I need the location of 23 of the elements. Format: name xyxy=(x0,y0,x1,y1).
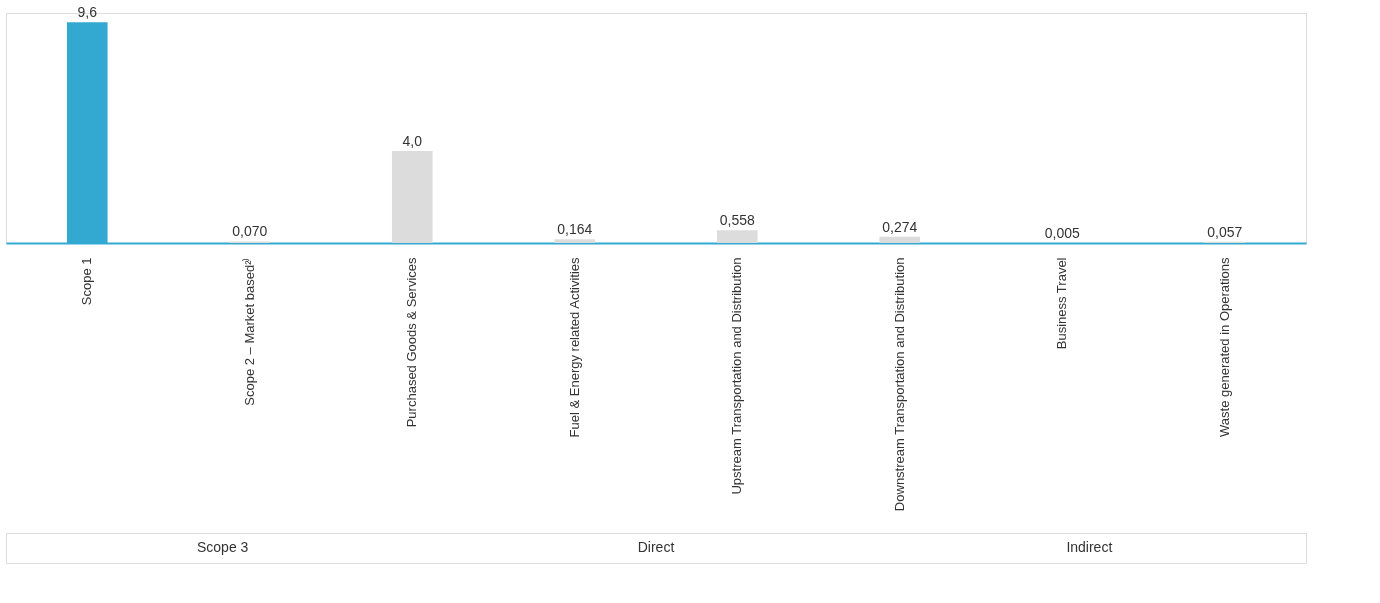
x-tick-label: Purchased Goods & Services xyxy=(404,257,420,428)
data-label: 0,005 xyxy=(1044,224,1080,241)
text: Indirect xyxy=(1066,539,1113,555)
data-label: 4,0 xyxy=(402,133,423,149)
data-label: 0,558 xyxy=(719,212,755,229)
x-tick-label: Business Travel xyxy=(1054,257,1070,350)
bar xyxy=(554,239,596,243)
bar xyxy=(879,236,921,243)
x-tick-label: Waste generated in Operations xyxy=(1216,257,1232,437)
x-tick-label: Scope 2 – Market based²⁾ xyxy=(241,257,257,406)
text: Direct xyxy=(637,539,675,555)
data-label: 9,6 xyxy=(77,4,98,21)
bar xyxy=(716,230,758,243)
x-tick-label: Downstream Transportation and Distribution xyxy=(891,257,907,512)
bar xyxy=(391,151,433,243)
data-label: 0,070 xyxy=(232,223,268,240)
x-tick-label: Fuel & Energy related Activities xyxy=(566,257,582,438)
data-label: 0,164 xyxy=(557,221,593,238)
x-tick-label: Upstream Transportation and Distribution xyxy=(729,257,745,495)
text: Scope 3 xyxy=(196,539,249,555)
data-label: 0,057 xyxy=(1207,223,1243,240)
data-label: 0,274 xyxy=(882,218,918,235)
x-tick-label: Scope 1 xyxy=(79,257,95,306)
